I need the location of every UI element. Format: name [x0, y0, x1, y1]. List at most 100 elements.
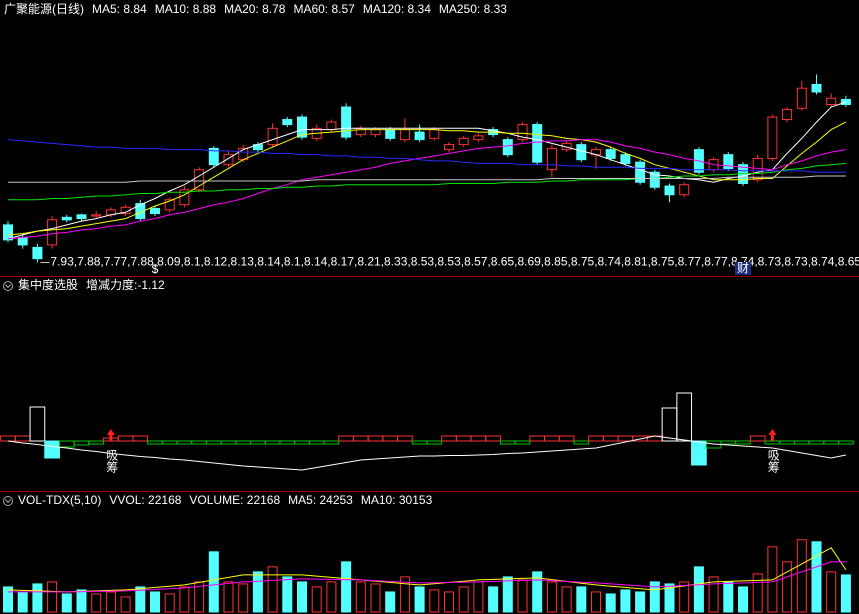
chart-title: VOL-TDX(5,10): [18, 493, 101, 507]
bar: [691, 440, 707, 466]
bar: [529, 435, 546, 442]
bar: [558, 435, 575, 442]
candle-body: [282, 119, 293, 126]
bar: [88, 440, 105, 445]
candle-body: [17, 236, 28, 246]
bar: [808, 440, 825, 445]
candle-body: [840, 98, 851, 106]
bar: [426, 440, 443, 445]
bar: [838, 440, 854, 445]
bar: [367, 435, 384, 442]
candle-body: [3, 224, 13, 241]
candle-body: [385, 129, 396, 139]
candle-body: [135, 203, 146, 220]
candle-body: [811, 83, 822, 93]
candle-body: [532, 124, 543, 163]
bar: [308, 440, 325, 445]
bar: [840, 574, 851, 613]
bar: [161, 440, 178, 445]
candle-body: [679, 184, 690, 196]
bar: [573, 440, 590, 445]
bar: [220, 440, 237, 445]
bar: [61, 593, 72, 613]
bar: [414, 586, 425, 613]
legend-entry: MA5: 8.84: [92, 2, 147, 16]
bar: [679, 581, 690, 613]
candle-body: [267, 127, 278, 146]
bar: [117, 435, 134, 442]
legend-entry: MA10: 30153: [361, 493, 433, 507]
candle-body: [223, 154, 234, 166]
candle-body: [297, 116, 307, 138]
bar: [120, 596, 131, 613]
bar: [279, 440, 296, 445]
bar: [602, 435, 619, 442]
candle-body: [826, 97, 837, 106]
bar: [649, 581, 660, 613]
bar: [294, 440, 310, 445]
bar: [620, 589, 631, 613]
bar: [441, 435, 457, 442]
bar: [17, 591, 28, 613]
bar: [150, 591, 160, 613]
bar: [297, 581, 307, 613]
bar: [458, 586, 469, 613]
candle-body: [458, 137, 469, 146]
bar: [311, 586, 322, 613]
candle-body: [723, 154, 734, 169]
chart-title: 广聚能源(日线): [4, 2, 84, 16]
bar: [164, 593, 175, 613]
bar: [561, 586, 572, 613]
bar: [796, 539, 807, 613]
ma-line: [7, 435, 846, 471]
bar: [355, 581, 366, 613]
candle-body: [517, 124, 528, 141]
bar: [546, 581, 557, 613]
event-marker: 财: [737, 261, 749, 275]
candle-body: [91, 214, 102, 217]
legend-entry: MA250: 8.33: [439, 2, 507, 16]
bar: [147, 440, 163, 445]
bar: [399, 576, 410, 613]
bar: [735, 440, 751, 445]
candle-body: [782, 109, 793, 121]
bar: [235, 440, 252, 445]
ma-line: [7, 101, 847, 240]
bar: [411, 440, 428, 445]
bar: [205, 440, 222, 445]
bar: [485, 435, 501, 442]
candle-body: [429, 129, 440, 139]
bar: [264, 440, 281, 445]
candle-body: [399, 129, 410, 141]
bar: [429, 589, 440, 613]
bar: [3, 586, 13, 613]
ma-line: [7, 547, 847, 593]
legend-entry: MA10: 8.88: [155, 2, 217, 16]
bar: [826, 571, 837, 613]
bar: [238, 583, 249, 613]
bar: [282, 576, 293, 613]
candle-body: [370, 129, 381, 136]
bar: [208, 551, 219, 613]
candle-body: [47, 219, 58, 246]
candle-body: [61, 216, 72, 221]
ma-line: [7, 139, 846, 240]
candle-body: [546, 147, 557, 171]
panel-icon: [3, 281, 13, 291]
bar: [661, 407, 678, 442]
bar: [47, 581, 58, 613]
legend-entry: MA5: 24253: [288, 493, 353, 507]
bar: [352, 435, 369, 442]
bar: [0, 435, 16, 442]
panel-icon: [3, 496, 13, 506]
candle-body: [605, 149, 616, 159]
bar: [470, 435, 487, 442]
candle-body: [179, 189, 190, 206]
bar: [723, 581, 734, 613]
bar: [267, 566, 278, 613]
chart-title: 集中度选股: [18, 277, 78, 292]
bar: [664, 583, 675, 613]
ma-line: [8, 175, 846, 183]
candle-body: [767, 116, 778, 159]
